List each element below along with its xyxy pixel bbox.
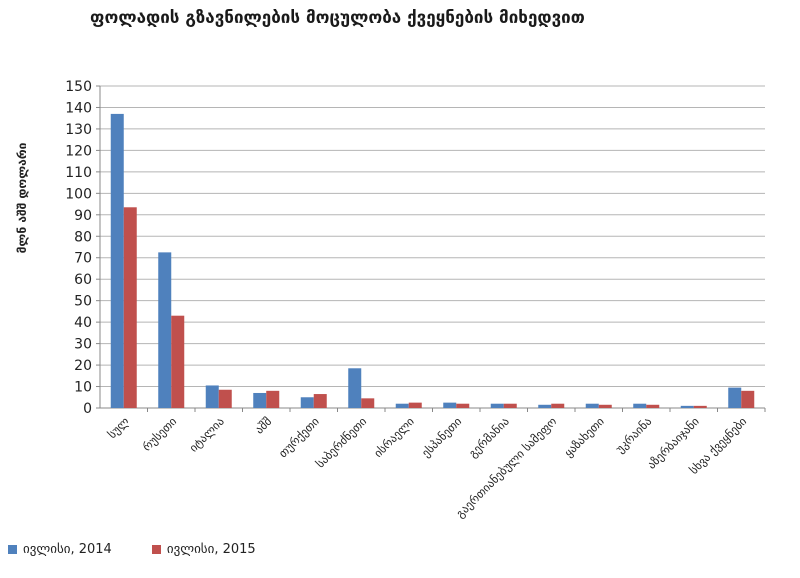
x-tick-label: თურქეთი — [276, 414, 322, 460]
legend-item-2015: ივლისი, 2015 — [151, 542, 256, 557]
bar-2015 — [598, 404, 612, 408]
bar-2014 — [490, 403, 504, 408]
legend-label-2014: ივლისი, 2014 — [23, 542, 112, 557]
bar-2014 — [728, 387, 742, 408]
bar-2015 — [503, 403, 517, 408]
bar-2015 — [123, 207, 137, 408]
y-tick-label: 90 — [74, 208, 92, 224]
y-tick-label: 50 — [74, 294, 92, 310]
legend-label-2015: ივლისი, 2015 — [166, 542, 256, 557]
legend-item-2014: ივლისი, 2014 — [8, 542, 112, 557]
bar-2014 — [205, 385, 219, 408]
x-tick-label: სულ — [105, 414, 132, 441]
x-tick-label: საბერძნეთი — [313, 414, 369, 470]
bar-2015 — [361, 398, 375, 408]
x-tick-label: ისრაელი — [371, 414, 417, 460]
y-tick-label: 0 — [83, 401, 92, 417]
x-tick-label: უკრაინა — [613, 414, 655, 456]
chart-title: ფოლადის გზავნილების მოცულობა ქვეყნების მ… — [90, 8, 585, 28]
bar-2015 — [646, 404, 660, 408]
x-tick-label: გაერთიანებული სამეფო — [453, 414, 559, 520]
bar-2014 — [110, 113, 124, 408]
bar-2015 — [266, 390, 280, 408]
y-tick-label: 100 — [65, 186, 92, 202]
y-tick-label: 60 — [74, 272, 92, 288]
bar-2015 — [218, 389, 232, 408]
y-tick-label: 80 — [74, 229, 92, 245]
bar-2014 — [158, 252, 172, 408]
x-tick-label: რუსეთი — [140, 414, 180, 454]
y-tick-label: 150 — [65, 79, 92, 95]
x-tick-label: აშშ — [252, 414, 274, 436]
bar-2014 — [348, 368, 362, 408]
y-tick-label: 130 — [65, 122, 92, 138]
x-tick-label: იტალია — [186, 414, 227, 455]
bar-2015 — [741, 390, 755, 408]
bar-2014 — [443, 402, 457, 408]
bar-2014 — [585, 403, 599, 408]
x-tick-label: გერმანია — [466, 414, 512, 460]
y-tick-label: 110 — [65, 165, 92, 181]
bar-2015 — [551, 403, 565, 408]
bar-2014 — [253, 392, 267, 408]
bar-2014 — [395, 403, 409, 408]
y-tick-label: 70 — [74, 251, 92, 267]
y-tick-label: 140 — [65, 100, 92, 116]
y-tick-label: 20 — [74, 358, 92, 374]
legend-swatch-2015 — [151, 545, 161, 554]
legend: ივლისი, 2014 ივლისი, 2015 — [8, 542, 256, 557]
bar-2015 — [456, 403, 470, 408]
bar-2014 — [633, 403, 647, 408]
bar-2015 — [693, 405, 707, 408]
y-tick-label: 10 — [74, 380, 92, 396]
y-tick-label: 30 — [74, 337, 92, 353]
y-tick-label: 120 — [65, 143, 92, 159]
bar-2014 — [680, 405, 694, 408]
bar-2015 — [313, 394, 327, 408]
bar-2015 — [408, 402, 422, 408]
bar-2014 — [538, 404, 552, 408]
legend-swatch-2014 — [8, 545, 17, 554]
x-tick-label: ყაზახეთი — [561, 414, 607, 460]
bar-chart: 0 10 20 30 40 50 60 70 80 90 100 110 120 130 140 150 სულ… — [65, 79, 766, 521]
bar-2014 — [300, 397, 314, 408]
y-tick-label: 40 — [74, 315, 92, 331]
bar-2015 — [171, 315, 185, 408]
x-tick-label: ესპანეთი — [419, 414, 465, 460]
